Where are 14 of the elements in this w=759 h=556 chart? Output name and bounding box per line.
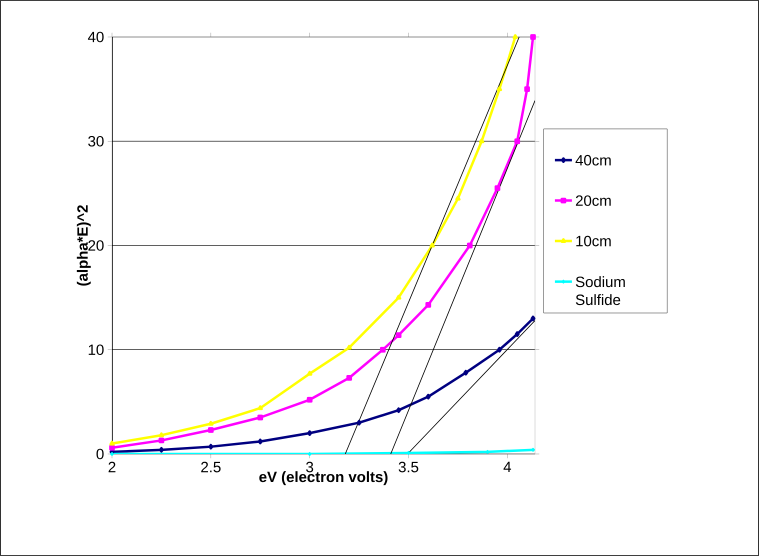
y-tick-label: 40: [88, 32, 104, 42]
y-tick-label: 30: [88, 136, 104, 147]
legend-label: Sodium Sulfide: [576, 276, 625, 306]
legend-label: 40cm: [576, 154, 611, 166]
x-tick-label: 4: [504, 462, 512, 472]
y-tick-label: 10: [88, 344, 104, 356]
x-tick-label: 2: [108, 462, 116, 472]
x-tick-label: 2.5: [201, 462, 221, 472]
x-tick-label: 3.5: [398, 462, 418, 472]
x-axis-title: eV (electron volts): [259, 471, 388, 486]
y-tick-label: 0: [96, 448, 104, 460]
x-tick-label: 3: [306, 462, 314, 472]
legend-label: 10cm: [576, 236, 611, 246]
legend-label: 20cm: [576, 195, 611, 206]
